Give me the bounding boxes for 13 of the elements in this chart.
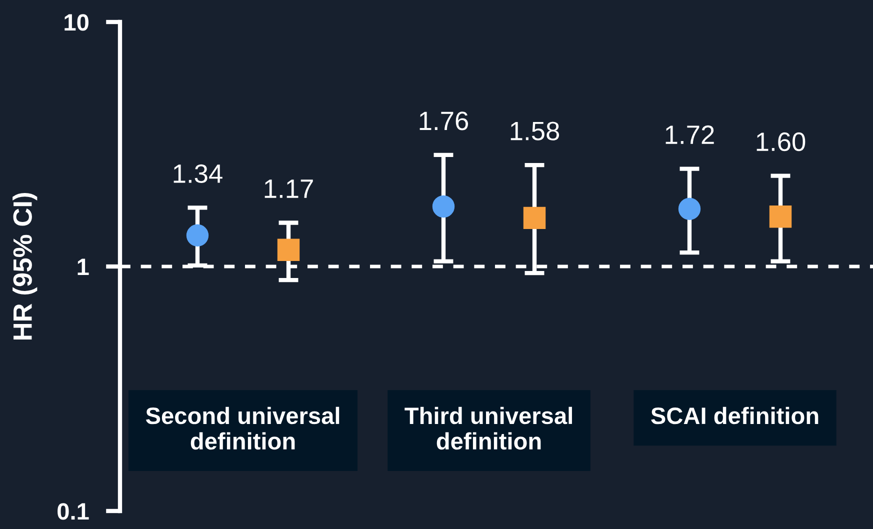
x-tick-label: Second universal definition — [146, 406, 340, 450]
x-tick-label: Third universal definition — [404, 406, 572, 450]
data-label: 1.34 — [174, 164, 222, 184]
data-label: 1.60 — [756, 132, 806, 152]
data-label: 1.17 — [264, 180, 313, 198]
x-tick-label: SCAI definition — [651, 406, 818, 424]
y-tick-label: 0.1 — [58, 503, 89, 520]
y-tick-label: 10 — [64, 14, 88, 31]
y-tick-label: 1 — [78, 258, 89, 276]
data-label: 1.76 — [420, 112, 468, 130]
data-label: 1.72 — [666, 125, 714, 144]
y-axis-title: HR (95% CI) — [12, 193, 38, 340]
data-label: 1.58 — [510, 122, 560, 140]
